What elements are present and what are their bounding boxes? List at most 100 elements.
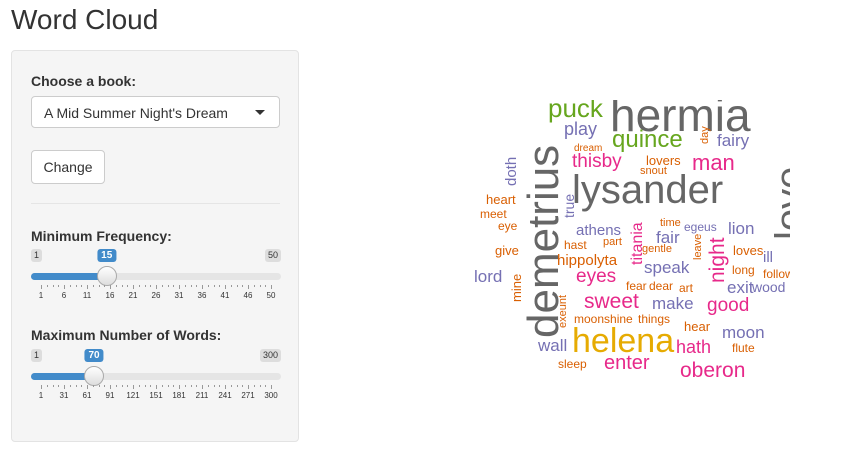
slider-minor-tick xyxy=(52,285,54,287)
cloud-word: hermia xyxy=(610,100,751,141)
slider-tick xyxy=(41,285,42,289)
slider-tick xyxy=(179,285,180,289)
slider-tick xyxy=(133,385,134,389)
slider-minor-tick xyxy=(196,385,198,387)
slider-tick xyxy=(156,285,157,289)
words-track[interactable] xyxy=(31,373,281,380)
slider-minor-tick xyxy=(161,385,163,387)
slider-tick-label: 11 xyxy=(82,291,92,300)
cloud-word: lysander xyxy=(572,168,724,212)
slider-minor-tick xyxy=(121,285,123,287)
slider-tick xyxy=(202,385,203,389)
words-ticks: 1 31 61 91 121 151 181 211 241 271 300 xyxy=(31,385,281,405)
cloud-word: oberon xyxy=(680,359,746,380)
cloud-word: lion xyxy=(728,219,755,238)
slider-minor-tick xyxy=(58,285,60,287)
cloud-word: puck xyxy=(548,100,603,123)
cloud-word: hast xyxy=(564,238,587,252)
words-label: Maximum Number of Words: xyxy=(31,327,222,343)
cloud-word: love xyxy=(768,166,790,240)
slider-minor-tick xyxy=(104,385,106,387)
cloud-word: night xyxy=(706,237,729,283)
slider-tick-label: 6 xyxy=(61,291,67,300)
cloud-word: art xyxy=(679,281,694,295)
slider-minor-tick xyxy=(75,385,77,387)
cloud-word: fairy xyxy=(717,131,750,150)
words-slider[interactable]: 1 300 70 1 31 61 91 121 151 181 211 241 271 300 xyxy=(31,349,281,409)
slider-tick-label: 21 xyxy=(128,291,138,300)
slider-minor-tick xyxy=(144,285,146,287)
cloud-word: time xyxy=(660,217,681,229)
cloud-word: moonshine xyxy=(574,312,633,326)
slider-tick-label: 300 xyxy=(264,391,278,400)
slider-tick xyxy=(41,385,42,389)
cloud-word: dear xyxy=(649,279,674,293)
slider-tick-label: 1 xyxy=(38,291,44,300)
slider-tick xyxy=(110,285,111,289)
slider-tick-label: 241 xyxy=(218,391,232,400)
slider-tick-label: 181 xyxy=(172,391,186,400)
slider-minor-tick xyxy=(265,385,267,387)
cloud-word: day xyxy=(699,126,711,144)
cloud-word: quince xyxy=(612,126,683,153)
cloud-word: eyes xyxy=(576,266,617,287)
slider-tick-label: 211 xyxy=(195,391,209,400)
slider-minor-tick xyxy=(259,285,261,287)
cloud-word: part xyxy=(603,236,622,248)
slider-tick-label: 121 xyxy=(126,391,140,400)
cloud-word: helena xyxy=(572,322,675,360)
slider-minor-tick xyxy=(161,285,163,287)
freq-track[interactable] xyxy=(31,273,281,280)
words-fill xyxy=(31,373,95,380)
slider-tick-label: 46 xyxy=(243,291,253,300)
slider-tick xyxy=(248,385,249,389)
slider-tick xyxy=(64,285,65,289)
slider-minor-tick xyxy=(236,385,238,387)
slider-minor-tick xyxy=(81,285,83,287)
slider-minor-tick xyxy=(184,285,186,287)
slider-minor-tick xyxy=(230,385,232,387)
slider-tick xyxy=(87,285,88,289)
cloud-word: exeunt xyxy=(557,294,569,328)
cloud-word: long xyxy=(732,263,755,277)
slider-minor-tick xyxy=(167,285,169,287)
change-button[interactable]: Change xyxy=(31,150,105,184)
book-select[interactable]: A Mid Summer Night's Dream xyxy=(31,96,280,128)
words-value-label: 70 xyxy=(84,349,104,362)
slider-minor-tick xyxy=(253,385,255,387)
cloud-word: athens xyxy=(576,222,622,239)
slider-tick-label: 26 xyxy=(151,291,161,300)
slider-tick-label: 31 xyxy=(59,391,69,400)
freq-handle[interactable] xyxy=(96,266,117,286)
cloud-word: ill xyxy=(763,249,773,266)
slider-tick xyxy=(202,285,203,289)
cloud-word: leave xyxy=(692,233,704,260)
slider-minor-tick xyxy=(115,285,117,287)
slider-tick xyxy=(156,385,157,389)
slider-minor-tick xyxy=(104,285,106,287)
slider-minor-tick xyxy=(213,285,215,287)
cloud-word: true xyxy=(561,193,577,218)
slider-tick xyxy=(179,385,180,389)
cloud-word: eye xyxy=(498,219,518,233)
cloud-word: dream xyxy=(574,143,603,154)
cloud-word: loves xyxy=(733,243,764,258)
slider-tick-label: 36 xyxy=(197,291,207,300)
slider-minor-tick xyxy=(167,385,169,387)
freq-slider[interactable]: 1 50 15 1 6 11 16 21 26 31 36 41 46 50 xyxy=(31,249,281,309)
slider-minor-tick xyxy=(230,285,232,287)
cloud-word: doth xyxy=(503,156,520,186)
slider-tick-label: 50 xyxy=(266,291,276,300)
slider-minor-tick xyxy=(150,285,152,287)
cloud-word: sweet xyxy=(584,290,639,313)
slider-tick-label: 41 xyxy=(220,291,230,300)
slider-tick xyxy=(87,385,88,389)
slider-minor-tick xyxy=(138,385,140,387)
cloud-word: lord xyxy=(474,267,503,286)
slider-minor-tick xyxy=(81,385,83,387)
page-title: Word Cloud xyxy=(11,4,159,35)
slider-minor-tick xyxy=(236,285,238,287)
slider-minor-tick xyxy=(92,285,94,287)
words-handle[interactable] xyxy=(84,366,105,386)
cloud-word: exit xyxy=(727,278,754,297)
